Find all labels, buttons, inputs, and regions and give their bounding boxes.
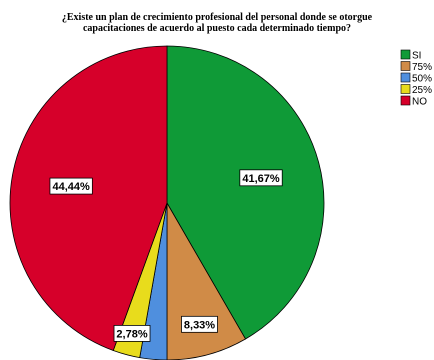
pie-slice-no xyxy=(9,45,168,352)
legend-item-50pct: 50% xyxy=(400,72,432,85)
pie-slice-si xyxy=(166,45,325,340)
svg-text:44,44%: 44,44% xyxy=(52,181,90,193)
svg-text:8,33%: 8,33% xyxy=(184,319,215,331)
legend-swatch xyxy=(400,49,411,60)
legend-swatch xyxy=(400,84,411,94)
legend-swatch xyxy=(400,95,411,106)
legend-item-si: SI xyxy=(400,49,421,62)
legend-label: 50% xyxy=(412,74,432,85)
data-label-no: 44,44% xyxy=(49,177,93,195)
legend-item-25pct: 25% xyxy=(400,84,432,96)
legend-label: 75% xyxy=(412,62,432,73)
chart-title-line-1: ¿Existe un plan de crecimiento profesion… xyxy=(61,12,373,23)
legend-swatch xyxy=(400,72,411,83)
legend-label: 25% xyxy=(412,85,432,96)
legend-label: SI xyxy=(412,51,421,62)
data-label-si: 41,67% xyxy=(239,169,283,187)
legend-swatch xyxy=(400,61,411,71)
data-label-25pct: 2,78% xyxy=(113,325,151,342)
svg-text:41,67%: 41,67% xyxy=(242,173,280,185)
chart-title: ¿Existe un plan de crecimiento profesion… xyxy=(0,12,434,34)
legend-item-75pct: 75% xyxy=(400,61,432,73)
pie-slices xyxy=(9,45,325,360)
chart-title-line-2: capacitaciones de acuerdo al puesto cada… xyxy=(82,23,352,34)
svg-text:2,78%: 2,78% xyxy=(116,328,147,340)
data-label-75pct: 8,33% xyxy=(181,315,218,333)
legend-item-no: NO xyxy=(400,95,427,108)
pie-data-labels: 41,67% 8,33% 2,78% 44,44% xyxy=(49,169,283,342)
legend-label: NO xyxy=(412,97,427,108)
